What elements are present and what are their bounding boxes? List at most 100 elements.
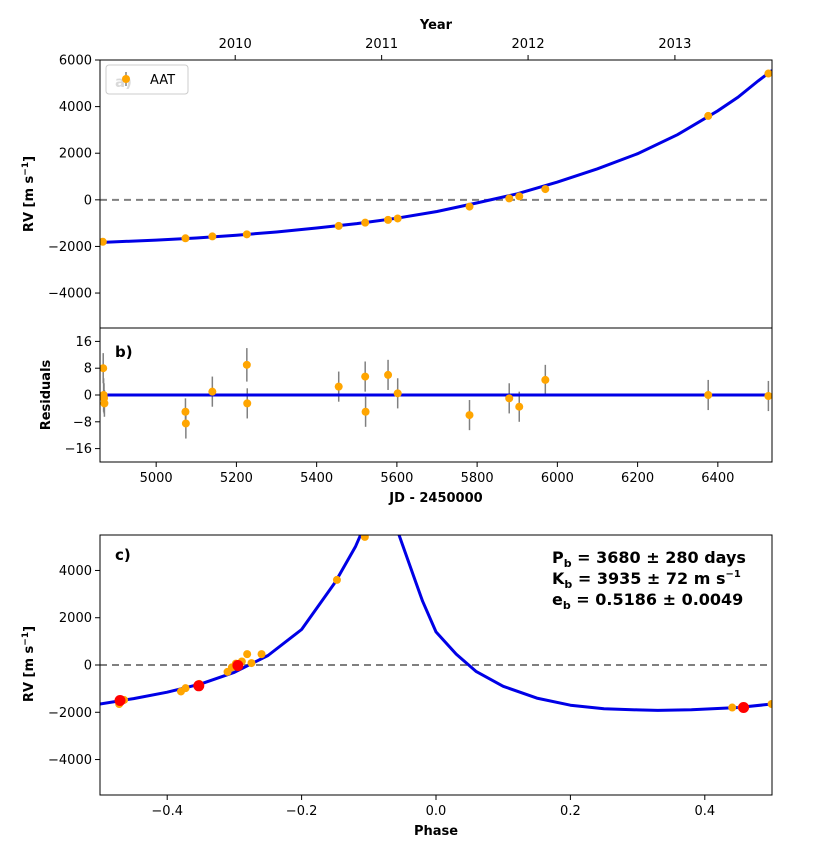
panel-a-ylabel: RV [m s−1] [21,156,37,232]
panel-a-ytick-label: −2000 [48,240,92,255]
panel-a-data-point [242,230,251,239]
legend-marker [122,75,130,83]
panel-c-binned-point [114,694,126,706]
panel-b-label: b) [115,343,133,361]
panel-a-ytick-label: −4000 [48,287,92,302]
panel-c-ytick-label: 0 [84,659,92,674]
annotation-eccentricity: eb = 0.5186 ± 0.0049 [552,590,743,612]
panel-c-data-point [360,535,369,541]
panel-a-top-tick-label: 2012 [512,37,545,52]
panel-b-xtick-label: 6200 [621,471,654,486]
panel-a-top-tick-label: 2013 [658,37,691,52]
panel-a-frame [99,59,773,329]
panel-b-error-bars [102,348,770,439]
panel-c-data-point [257,650,266,659]
panel-b-ylabel: Residuals [39,359,54,430]
panel-c-ytick-label: −2000 [48,706,92,721]
panel-b-xtick-label: 5000 [140,471,173,486]
panel-c-ytick-label: 2000 [59,611,92,626]
panel-a-y-ticks: 6000 4000 2000 0 −2000 −4000 [48,54,100,302]
panel-c-ylabel: RV [m s−1] [21,626,37,702]
panel-a-data-point [505,194,514,203]
panel-a-data-point [704,111,713,120]
panel-c-y-ticks: 4000 2000 0 −2000 −4000 [48,564,100,768]
panel-b-xtick-label: 6000 [541,471,574,486]
legend-box [105,64,189,95]
panel-c-binned-point [193,680,205,692]
panel-b-xtick-label: 5800 [461,471,494,486]
panel-b-ytick-label: 16 [75,335,92,350]
panel-a-data-point [465,202,474,211]
panel-a-data-point [181,234,190,243]
panel-c-model-curve [100,535,772,712]
panel-b-ytick-label: −8 [73,415,92,430]
panel-c-data-point [247,659,256,668]
panel-b-residual-point [361,372,370,381]
panel-b-xtick-label: 5400 [300,471,333,486]
panel-b: 16 8 0 −8 −16 5000 5200 5400 5600 5800 6000 6200 64… [39,327,773,506]
panel-c-data-point [332,575,341,584]
panel-b-residual-point [181,419,190,428]
panel-a-data-point [384,215,393,224]
panel-b-residual-point [100,364,108,373]
panel-b-residual-point [393,389,402,398]
panel-c-data-point [181,684,190,693]
panel-b-residual-point [764,392,772,401]
panel-c-data-point [767,700,772,708]
panel-b-residual-point [334,382,343,391]
panel-b-ytick-label: 8 [84,362,92,377]
panel-a-data-point [541,185,550,194]
panel-b-points [100,360,772,428]
panel-c-binned-point [232,659,244,671]
panel-a-data-point [764,69,772,78]
panel-b-xtick-label: 5600 [380,471,413,486]
panel-c-xtick-label: −0.2 [286,804,318,819]
panel-c-label: c) [115,546,131,564]
panel-c-ytick-label: −4000 [48,753,92,768]
panel-a-ytick-label: 6000 [59,54,92,69]
panel-a-data-point [334,221,343,230]
panel-a-top-tick-label: 2010 [219,37,252,52]
panel-a-ytick-label: 2000 [59,147,92,162]
panel-b-residual-point [541,375,550,384]
panel-b-residual-point [465,411,474,420]
panel-b-residual-point [181,407,190,416]
panel-a-top-ticks: 2010 2011 2012 2013 [219,37,691,60]
top-axis-label: Year [419,18,453,33]
legend-label: AAT [150,73,175,88]
panel-c-x-ticks: −0.4 −0.2 0.0 0.2 0.4 [151,795,715,819]
panel-a: 6000 4000 2000 0 −2000 −4000 2010 2011 2012 2013… [21,18,773,329]
panel-c-xlabel: Phase [414,824,458,839]
panel-c-xtick-label: −0.4 [151,804,183,819]
panel-b-residual-point [100,399,109,408]
panel-c: 4000 2000 0 −2000 −4000 −0.4 −0.2 0.0 0.2 0.4 Ph… [21,534,773,839]
legend: AAT [105,64,189,95]
panel-c-xtick-label: 0.2 [560,804,581,819]
panel-a-model-line [100,69,772,244]
panel-b-xtick-label: 5200 [220,471,253,486]
panel-b-residual-point [704,391,713,399]
panel-a-points [100,69,772,246]
panel-b-residual-point [243,399,252,408]
panel-b-residual-point [505,394,514,403]
panel-a-data-point [393,214,402,223]
panel-b-xlabel: JD - 2450000 [388,491,482,506]
panel-b-residual-point [515,402,524,411]
panel-a-ytick-label: 0 [84,193,92,208]
panel-c-binned-points [114,659,750,714]
panel-b-y-ticks: 16 8 0 −8 −16 [65,335,100,457]
panel-c-model-line [100,535,772,712]
panel-a-top-tick-label: 2011 [365,37,398,52]
panel-c-ytick-label: 4000 [59,564,92,579]
panel-b-residual-point [208,387,217,396]
panel-b-residual-point [384,370,393,379]
panel-c-binned-point [738,702,750,714]
panel-b-residual-point [242,360,251,369]
panel-a-model-curve [100,69,772,244]
panel-a-ytick-label: 4000 [59,100,92,115]
panel-a-data-point [515,192,524,201]
panel-c-xtick-label: 0.4 [694,804,715,819]
panel-b-residual-point [361,407,370,416]
panel-c-data-point [728,703,737,712]
